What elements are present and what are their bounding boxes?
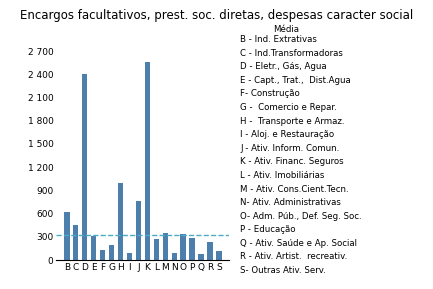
Text: J - Ativ. Inform. Comun.: J - Ativ. Inform. Comun. (240, 144, 339, 153)
Text: Encargos facultativos, prest. soc. diretas, despesas caracter social: Encargos facultativos, prest. soc. diret… (20, 9, 413, 22)
Bar (171, 253, 177, 260)
Bar (64, 212, 70, 260)
Bar (91, 236, 97, 260)
Bar (198, 254, 204, 260)
Bar (127, 253, 132, 260)
Text: I - Aloj. e Restauração: I - Aloj. e Restauração (240, 130, 334, 139)
Text: B - Ind. Extrativas: B - Ind. Extrativas (240, 35, 317, 44)
Text: E - Capt., Trat.,  Dist.Agua: E - Capt., Trat., Dist.Agua (240, 76, 351, 85)
Bar (82, 74, 87, 260)
Text: L - Ativ. Imobiliárias: L - Ativ. Imobiliárias (240, 171, 325, 180)
Text: K - Ativ. Financ. Seguros: K - Ativ. Financ. Seguros (240, 157, 344, 166)
Text: G -  Comercio e Repar.: G - Comercio e Repar. (240, 103, 337, 112)
Text: R - Ativ. Artist.  recreativ.: R - Ativ. Artist. recreativ. (240, 252, 348, 262)
Bar (109, 244, 114, 260)
Text: F- Construção: F- Construção (240, 89, 300, 99)
Text: N- Ativ. Administrativas: N- Ativ. Administrativas (240, 198, 341, 207)
Text: C - Ind.Transformadoras: C - Ind.Transformadoras (240, 49, 343, 58)
Bar (73, 225, 78, 260)
Bar (145, 62, 150, 260)
Bar (100, 250, 105, 260)
Bar (162, 233, 168, 260)
Bar (189, 238, 195, 260)
Bar (118, 183, 123, 260)
Bar (216, 251, 222, 260)
Bar (207, 242, 213, 260)
Text: S- Outras Ativ. Serv.: S- Outras Ativ. Serv. (240, 266, 326, 275)
Text: M - Ativ. Cons.Cient.Tecn.: M - Ativ. Cons.Cient.Tecn. (240, 184, 349, 194)
Text: H -  Transporte e Armaz.: H - Transporte e Armaz. (240, 116, 345, 126)
Text: Q - Ativ. Saúde e Ap. Social: Q - Ativ. Saúde e Ap. Social (240, 239, 357, 248)
Bar (136, 201, 141, 260)
Text: D - Eletr., Gás, Agua: D - Eletr., Gás, Agua (240, 62, 327, 71)
Bar (154, 239, 159, 260)
Bar (181, 234, 186, 260)
Text: O- Adm. Púb., Def. Seg. Soc.: O- Adm. Púb., Def. Seg. Soc. (240, 212, 362, 221)
Text: P - Educação: P - Educação (240, 225, 296, 234)
Text: Média: Média (273, 25, 299, 34)
